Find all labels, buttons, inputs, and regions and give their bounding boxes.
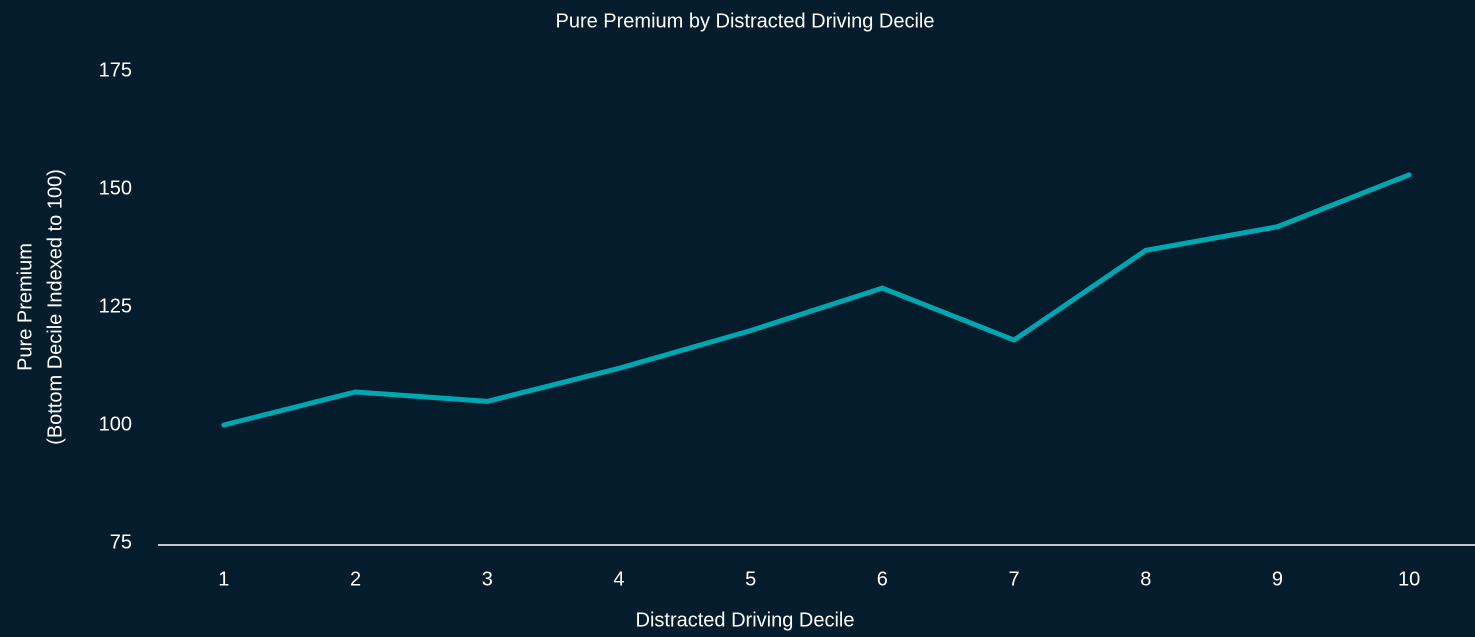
x-tick-label: 3 [482,568,493,590]
y-tick-label: 175 [99,59,132,81]
y-tick-label: 125 [99,295,132,317]
line [221,172,1412,428]
y-tick-label: 75 [110,531,132,553]
y-tick-label: 150 [99,177,132,199]
chart-title: Pure Premium by Distracted Driving Decil… [555,10,934,32]
x-tick-label: 2 [350,568,361,590]
x-tick-label: 4 [613,568,624,590]
x-tick-label: 8 [1140,568,1151,590]
y-tick-label: 100 [99,413,132,435]
x-tick-label: 1 [218,568,229,590]
x-tick-label: 10 [1398,568,1420,590]
x-axis-label: Distracted Driving Decile [636,609,855,631]
x-tick-label: 9 [1272,568,1283,590]
x-tick-label: 6 [877,568,888,590]
y-axis-label: (Bottom Decile Indexed to 100) [44,169,66,445]
x-tick-label: 7 [1008,568,1019,590]
y-axis-label: Pure Premium [14,243,36,371]
x-tick-label: 5 [745,568,756,590]
